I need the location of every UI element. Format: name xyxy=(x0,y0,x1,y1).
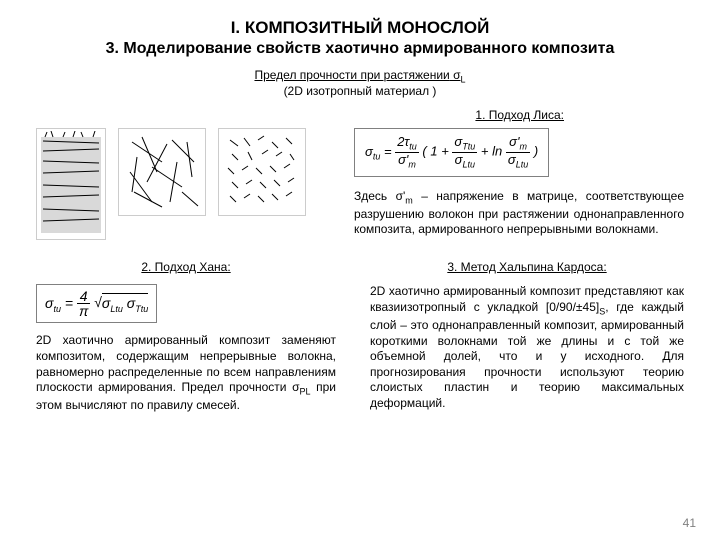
body-left-sub: PL xyxy=(299,387,310,397)
approach3-title: 3. Метод Хальпина Кардоса: xyxy=(370,260,684,274)
figure-short-fibers xyxy=(218,128,306,216)
approach2-title: 2. Подход Хана: xyxy=(36,260,336,274)
approach1-content: σtu = 2τtu σ'm ( 1 + σTtu σLtu + ln σ'm … xyxy=(354,128,684,240)
bottom-row: 2. Подход Хана: σtu = 4 π √σLtu σTtu 2D … xyxy=(36,240,684,413)
subtitle-line1-pre: Предел прочности при растяжении xyxy=(254,68,449,82)
subtitle-line1-sub: L xyxy=(461,74,466,84)
subtitle-line1-sym: σ xyxy=(450,68,461,82)
subtitle: Предел прочности при растяжении σL (2D и… xyxy=(36,68,684,98)
approach3: 3. Метод Хальпина Кардоса: 2D хаотично а… xyxy=(370,240,684,413)
approach1-title: 1. Подход Лиса: xyxy=(36,108,684,122)
desc1-pre: Здесь σ' xyxy=(354,189,405,203)
body-left: 2D хаотично армированный композит заменя… xyxy=(36,333,336,394)
heading-sub: 3. Моделирование свойств хаотично армиро… xyxy=(36,40,684,58)
approach2: 2. Подход Хана: σtu = 4 π √σLtu σTtu 2D … xyxy=(36,240,336,413)
formula2: σtu = 4 π √σLtu σTtu xyxy=(36,284,157,323)
approach2-body: 2D хаотично армированный композит заменя… xyxy=(36,333,336,413)
figure-sample-photo xyxy=(36,128,106,240)
subtitle-line2: (2D изотропный материал ) xyxy=(284,84,437,98)
figures xyxy=(36,128,326,240)
approach1-desc: Здесь σ'm – напряжение в матрице, соотве… xyxy=(354,189,684,238)
page-number: 41 xyxy=(683,516,696,530)
approach3-body: 2D хаотично армированный композит предст… xyxy=(370,284,684,411)
desc1-sub: m xyxy=(405,195,413,205)
heading-main: I. КОМПОЗИТНЫЙ МОНОСЛОЙ xyxy=(36,18,684,38)
body-right-post: , где каждый слой – это однонаправленный… xyxy=(370,300,684,410)
top-row: σtu = 2τtu σ'm ( 1 + σTtu σLtu + ln σ'm … xyxy=(36,128,684,240)
formula1: σtu = 2τtu σ'm ( 1 + σTtu σLtu + ln σ'm … xyxy=(354,128,549,176)
figure-long-fibers xyxy=(118,128,206,216)
